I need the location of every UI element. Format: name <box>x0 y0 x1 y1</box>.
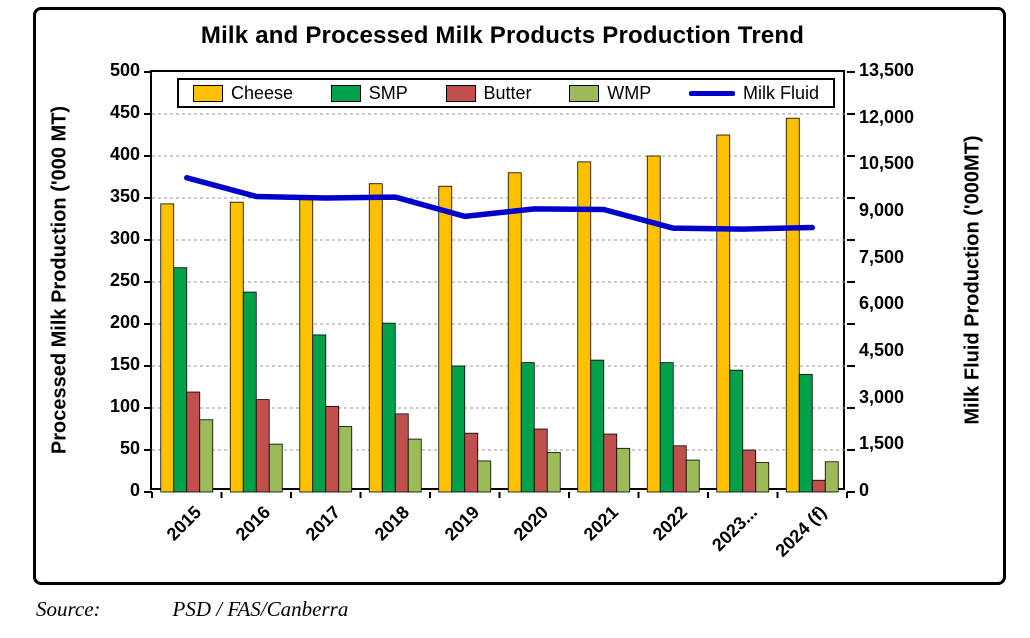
legend-item-wmp: WMP <box>569 83 651 104</box>
legend-color-swatch <box>193 84 223 102</box>
bar-wmp <box>199 419 214 493</box>
bar-wmp <box>546 452 561 493</box>
left-axis-tick: 150 <box>109 354 140 374</box>
right-axis-tick: 13,500 <box>859 60 915 80</box>
right-axis-tick: 4,500 <box>859 340 905 360</box>
bar-butter <box>186 391 201 493</box>
legend-item-milk-fluid: Milk Fluid <box>688 82 819 104</box>
bar-butter <box>672 445 687 493</box>
source-label: Source: <box>36 597 101 621</box>
bar-butter <box>325 405 340 493</box>
legend-item-cheese: Cheese <box>193 83 293 104</box>
plot-area <box>144 70 855 498</box>
bar-butter <box>394 413 409 493</box>
legend-item-butter: Butter <box>445 82 532 104</box>
legend-label: Butter <box>483 82 532 103</box>
legend-label: Cheese <box>231 82 294 103</box>
left-axis-tick: 200 <box>109 312 140 332</box>
legend-color-swatch <box>445 84 476 102</box>
legend-line-swatch <box>688 90 735 96</box>
left-axis-label: Processed Milk Production ('000 MT) <box>48 105 71 455</box>
source-line: Source: PSD / FAS/Canberra <box>36 597 348 622</box>
left-axis-tick: 500 <box>109 60 140 80</box>
bar-smp <box>659 362 674 493</box>
bar-cheese <box>368 183 383 493</box>
legend-label: Milk Fluid <box>742 82 819 103</box>
legend-label: SMP <box>368 82 408 103</box>
bar-smp <box>451 365 466 493</box>
milk-fluid-line <box>184 175 815 232</box>
bar-smp <box>381 322 396 493</box>
legend-label: WMP <box>607 82 652 103</box>
bar-butter <box>255 399 270 493</box>
bar-butter <box>533 428 548 493</box>
bar-cheese <box>229 201 244 493</box>
bar-wmp <box>407 438 422 493</box>
bar-smp <box>729 369 744 493</box>
right-axis-tick: 7,500 <box>859 246 905 267</box>
chart-canvas <box>144 71 855 498</box>
right-axis-tick: 12,000 <box>859 106 915 127</box>
bar-butter <box>742 449 757 493</box>
bar-smp <box>242 291 257 493</box>
bar-cheese <box>785 117 800 493</box>
bar-cheese <box>716 134 731 493</box>
bar-wmp <box>755 462 770 493</box>
chart-legend: Cheese SMP Butter WMP Milk Fluid <box>177 78 835 108</box>
bar-wmp <box>338 426 353 493</box>
left-axis-tick: 400 <box>109 144 140 164</box>
bar-cheese <box>577 161 592 493</box>
bar-wmp <box>824 461 839 493</box>
legend-color-swatch <box>569 84 600 102</box>
bar-butter <box>811 479 826 493</box>
left-axis-tick: 350 <box>109 186 140 206</box>
right-axis-tick: 0 <box>859 480 870 500</box>
left-axis-tick: 250 <box>109 270 140 290</box>
right-axis-tick: 6,000 <box>859 293 905 314</box>
legend-color-swatch <box>330 84 361 102</box>
right-axis-tick: 1,500 <box>859 433 905 454</box>
legend-item-smp: SMP <box>330 82 408 104</box>
left-axis-tick: 50 <box>119 438 140 458</box>
source-value: PSD / FAS/Canberra <box>172 597 349 621</box>
bar-wmp <box>268 443 283 493</box>
right-axis-label: Milk Fluid Production ('000MT) <box>961 135 984 425</box>
left-axis-tick: 450 <box>109 102 140 122</box>
bar-cheese <box>646 155 661 493</box>
bar-smp <box>312 334 327 493</box>
bar-wmp <box>477 460 492 493</box>
bar-smp <box>590 359 605 493</box>
bar-wmp <box>616 447 631 493</box>
bar-cheese <box>299 198 314 493</box>
bar-butter <box>464 432 479 493</box>
bar-cheese <box>160 203 175 493</box>
left-axis-tick: 0 <box>129 480 140 500</box>
bar-cheese <box>507 172 522 493</box>
bar-smp <box>520 362 535 493</box>
right-axis-tick: 9,000 <box>859 200 905 220</box>
bar-cheese <box>438 185 453 493</box>
left-axis-tick: 100 <box>109 396 140 416</box>
right-axis-tick: 10,500 <box>859 153 915 174</box>
bar-butter <box>603 433 618 493</box>
bar-smp <box>173 267 188 493</box>
bar-wmp <box>685 459 700 493</box>
right-axis-tick: 3,000 <box>859 386 905 407</box>
left-axis-tick: 300 <box>109 228 140 248</box>
bar-smp <box>798 373 813 493</box>
chart-title: Milk and Processed Milk Products Product… <box>200 22 805 49</box>
